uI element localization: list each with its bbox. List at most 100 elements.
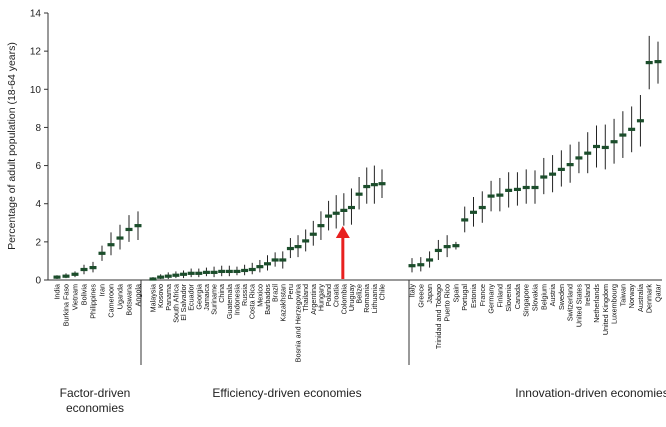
point-marker — [540, 175, 548, 179]
x-tick-label: Netherlands — [592, 284, 601, 323]
x-tick-label: Colombia — [339, 284, 348, 314]
y-tick-label: 8 — [35, 123, 41, 134]
x-tick-label: El Salvador — [179, 283, 188, 320]
point-marker — [271, 258, 279, 262]
point-marker — [610, 140, 618, 144]
x-tick-label: Belgium — [539, 284, 548, 310]
x-tick-label: Singapore — [522, 284, 531, 317]
point-marker — [164, 274, 172, 278]
point-marker — [601, 145, 609, 150]
x-tick-label: Panama — [164, 284, 173, 311]
point-marker — [566, 163, 574, 167]
x-tick-label: Australia — [636, 284, 645, 312]
y-tick-label: 10 — [30, 85, 42, 96]
x-tick-label: Barbados — [263, 284, 272, 315]
x-tick-label: Slovakia — [531, 284, 540, 311]
x-tick-label: Poland — [324, 284, 333, 306]
point-marker — [645, 60, 653, 65]
x-tick-label: Uruguay — [347, 284, 356, 312]
point-marker — [279, 258, 287, 262]
point-marker — [531, 185, 539, 190]
point-marker — [332, 211, 340, 215]
point-marker — [233, 269, 241, 274]
point-marker — [513, 187, 521, 192]
point-marker — [628, 127, 636, 131]
x-tick-label: Slovenia — [504, 284, 513, 312]
x-tick-label: Spain — [451, 284, 460, 302]
point-marker — [195, 271, 203, 275]
point-marker — [452, 244, 460, 248]
x-tick-label: Thailand — [301, 284, 310, 312]
x-tick-label: Portugal — [460, 284, 469, 311]
x-tick-label: Georgia — [194, 284, 203, 310]
point-marker — [434, 248, 442, 253]
point-marker — [248, 267, 256, 272]
point-marker — [210, 270, 218, 274]
group-label: Innovation-driven economies — [515, 386, 666, 400]
x-tick-label: Chile — [378, 284, 387, 300]
x-tick-label: India — [53, 284, 62, 300]
x-tick-label: Kazakhstan — [278, 284, 287, 322]
x-tick-label: Romania — [362, 284, 371, 313]
point-marker — [202, 270, 210, 274]
error-bars — [56, 35, 659, 280]
x-tick-label: Trinidad and Tobago — [434, 284, 443, 349]
point-marker — [302, 239, 310, 243]
y-tick-label: 12 — [30, 47, 42, 58]
x-tick-label: Botswana — [125, 284, 134, 316]
x-tick-label: China — [217, 284, 226, 303]
x-tick-label: Taiwan — [618, 284, 627, 306]
point-marker — [505, 188, 513, 192]
point-marker — [71, 272, 79, 276]
point-marker — [378, 182, 386, 186]
point-marker — [116, 236, 124, 240]
point-marker — [461, 218, 469, 222]
point-marker — [549, 172, 557, 176]
point-marker — [478, 205, 486, 210]
x-tick-label: Peru — [286, 284, 295, 299]
x-tick-label: Guatemala — [225, 284, 234, 319]
x-tick-label: Norway — [627, 284, 636, 309]
x-tick-label: Finland — [495, 284, 504, 308]
x-tick-label: Uganda — [116, 284, 125, 309]
x-tick-label: United Kingdom — [601, 284, 610, 335]
x-tick-label: Kosovo — [156, 284, 165, 308]
point-marker — [62, 274, 70, 278]
group-label: Efficiency-driven economies — [212, 386, 361, 400]
x-tick-label: Austria — [548, 284, 557, 306]
point-marker — [89, 266, 97, 270]
point-marker — [125, 227, 133, 232]
x-tick-label: Japan — [425, 284, 434, 304]
point-marker — [309, 232, 317, 236]
point-marker — [325, 214, 333, 218]
x-tick-label: France — [478, 284, 487, 306]
x-tick-label: Estonia — [469, 284, 478, 308]
point-marker — [575, 156, 583, 160]
x-tick-label: Greece — [416, 284, 425, 308]
x-tick-label: Germany — [487, 284, 496, 314]
point-marker — [157, 275, 165, 279]
point-marker — [363, 184, 371, 189]
point-marker — [557, 167, 565, 171]
x-tick-label: Hungary — [316, 284, 325, 312]
point-marker — [256, 265, 264, 269]
point-markers — [53, 60, 662, 281]
point-marker — [218, 269, 226, 274]
x-tick-label: Puerto Rico — [443, 284, 452, 322]
point-marker — [149, 277, 157, 281]
y-tick-label: 4 — [35, 199, 41, 210]
point-marker — [340, 208, 348, 212]
x-tick-label: Lithuania — [370, 284, 379, 313]
y-tick-label: 6 — [35, 161, 41, 172]
x-tick-label: Cameroon — [107, 284, 116, 318]
point-marker — [347, 205, 355, 210]
x-tick-label: South Africa — [171, 284, 180, 323]
point-marker — [98, 251, 106, 255]
point-marker — [172, 273, 180, 277]
x-tick-label: Indonesia — [232, 284, 241, 315]
point-marker — [426, 258, 434, 262]
x-tick-label: Denmark — [645, 284, 654, 314]
x-tick-label: Luxembourg — [610, 284, 619, 324]
point-marker — [496, 193, 504, 197]
